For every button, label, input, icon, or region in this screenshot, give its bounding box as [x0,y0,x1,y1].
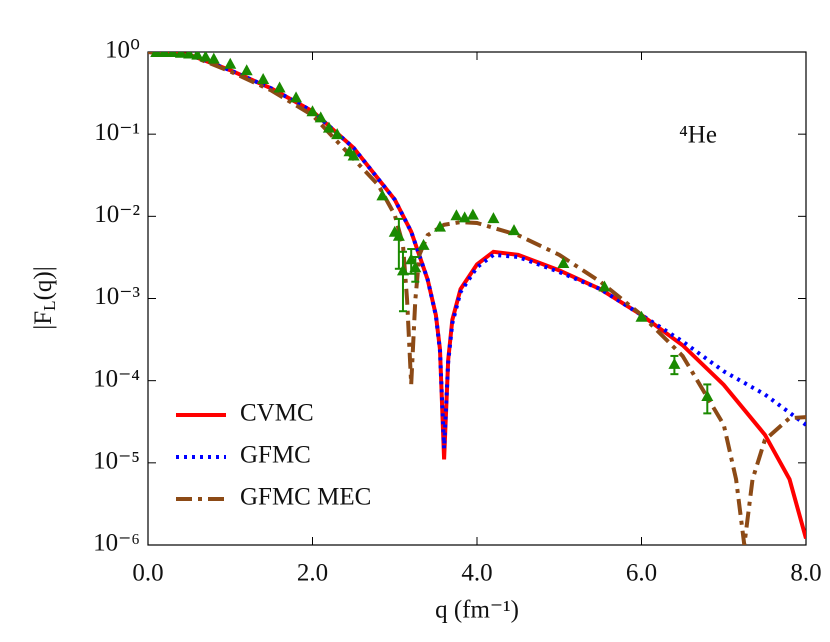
data-point [396,264,409,276]
x-tick-label: 0.0 [132,560,163,587]
data-point [668,357,681,369]
data-point [635,310,648,322]
x-tick-label: 2.0 [297,560,328,587]
data-point [314,111,327,123]
y-tick-label: 10⁻⁶ [93,530,140,557]
x-tick-label: 4.0 [461,560,492,587]
data-point [598,280,611,292]
annotation: ⁴He [679,122,717,149]
y-label-part: |F [30,311,57,330]
data-point [240,64,253,76]
y-label-part: (q)| [30,266,57,300]
legend-label: GFMC MEC [240,484,371,511]
data-point [508,224,521,236]
data-point [466,208,479,220]
y-tick-label: 10⁰ [105,37,140,64]
data-point [392,229,405,241]
y-tick-label: 10⁻² [94,201,140,228]
data-point [183,52,196,59]
data-point [273,81,286,93]
x-tick-label: 8.0 [790,560,821,587]
data-point [487,212,500,224]
legend-label: CVMC [240,400,314,427]
data-point [290,91,303,103]
y-tick-label: 10⁻⁵ [93,448,140,475]
data-point [166,52,179,57]
data-point [257,72,270,84]
data-point [701,390,714,402]
plot-area [148,52,806,545]
data-point [174,52,187,58]
data-point [224,57,237,69]
y-tick-label: 10⁻⁴ [93,365,140,392]
data-point [322,121,335,133]
y-tick-label: 10⁻¹ [94,119,140,146]
x-axis-label: q (fm⁻¹) [435,597,519,624]
data-point [347,149,360,161]
data-point [306,105,319,117]
data-point [331,128,344,140]
data-point [417,238,430,250]
series-line [148,52,806,545]
y-axis-label: |FL(q)| [30,266,59,329]
data-point [433,220,446,232]
data-point [376,189,389,201]
data-point [191,52,204,60]
y-label-sub: L [40,300,59,310]
data-point [409,261,422,273]
data-point [557,257,570,269]
data-point [458,211,471,223]
x-tick-label: 6.0 [626,560,657,587]
data-point [405,253,418,265]
data-point [207,52,220,64]
legend-label: GFMC [240,442,311,469]
data-point [199,52,212,62]
data-point [450,209,463,221]
y-tick-label: 10⁻³ [94,283,140,310]
